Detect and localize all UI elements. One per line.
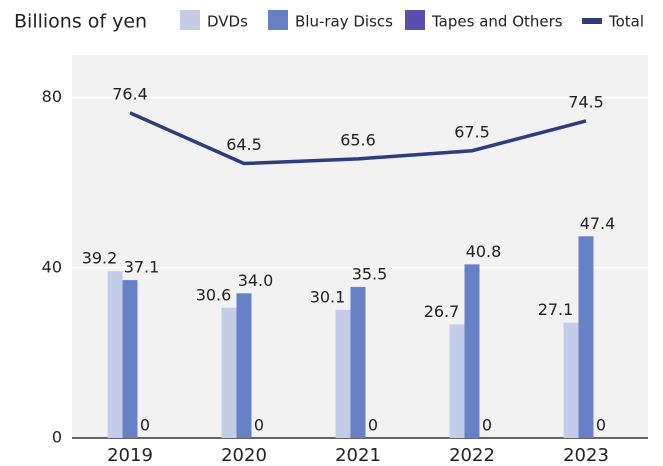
bar xyxy=(578,236,594,438)
value-label: 0 xyxy=(482,416,492,435)
legend-swatch xyxy=(405,10,425,30)
value-label: 27.1 xyxy=(538,300,574,319)
bar xyxy=(335,309,351,438)
legend-swatch xyxy=(582,18,602,24)
y-tick-label: 40 xyxy=(42,257,62,276)
value-label: 37.1 xyxy=(124,258,160,277)
bar xyxy=(350,286,366,438)
legend-swatch xyxy=(180,10,200,30)
value-label: 26.7 xyxy=(424,302,460,321)
value-label: 65.6 xyxy=(340,130,376,149)
bar xyxy=(122,280,138,438)
value-label: 0 xyxy=(140,416,150,435)
x-tick-label: 2023 xyxy=(563,445,609,466)
value-label: 39.2 xyxy=(82,249,118,268)
x-tick-label: 2021 xyxy=(335,445,381,466)
y-tick-label: 80 xyxy=(42,87,62,106)
legend-swatch xyxy=(268,10,288,30)
bar xyxy=(449,324,465,438)
legend-label: Blu-ray Discs xyxy=(295,13,393,31)
value-label: 40.8 xyxy=(466,242,502,261)
value-label: 64.5 xyxy=(226,135,262,154)
bar xyxy=(236,293,252,438)
value-label: 67.5 xyxy=(454,122,490,141)
legend-label: Tapes and Others xyxy=(431,13,563,31)
value-label: 30.6 xyxy=(196,285,232,304)
value-label: 0 xyxy=(254,416,264,435)
value-label: 35.5 xyxy=(352,264,388,283)
bar xyxy=(221,307,237,438)
value-label: 0 xyxy=(596,416,606,435)
value-label: 34.0 xyxy=(238,271,274,290)
x-tick-label: 2020 xyxy=(221,445,267,466)
y-axis-label: Billions of yen xyxy=(14,11,147,33)
value-label: 74.5 xyxy=(568,92,604,111)
total-line xyxy=(129,111,587,166)
value-label: 76.4 xyxy=(112,84,148,103)
bar xyxy=(107,271,123,438)
value-label: 30.1 xyxy=(310,287,346,306)
x-tick-label: 2022 xyxy=(449,445,495,466)
legend-label: Total xyxy=(608,13,644,31)
bar xyxy=(464,264,480,438)
bar xyxy=(563,322,579,438)
legend-label: DVDs xyxy=(207,13,248,31)
x-tick-label: 2019 xyxy=(107,445,153,466)
y-tick-label: 0 xyxy=(52,428,62,447)
value-label: 0 xyxy=(368,416,378,435)
value-label: 47.4 xyxy=(580,214,616,233)
